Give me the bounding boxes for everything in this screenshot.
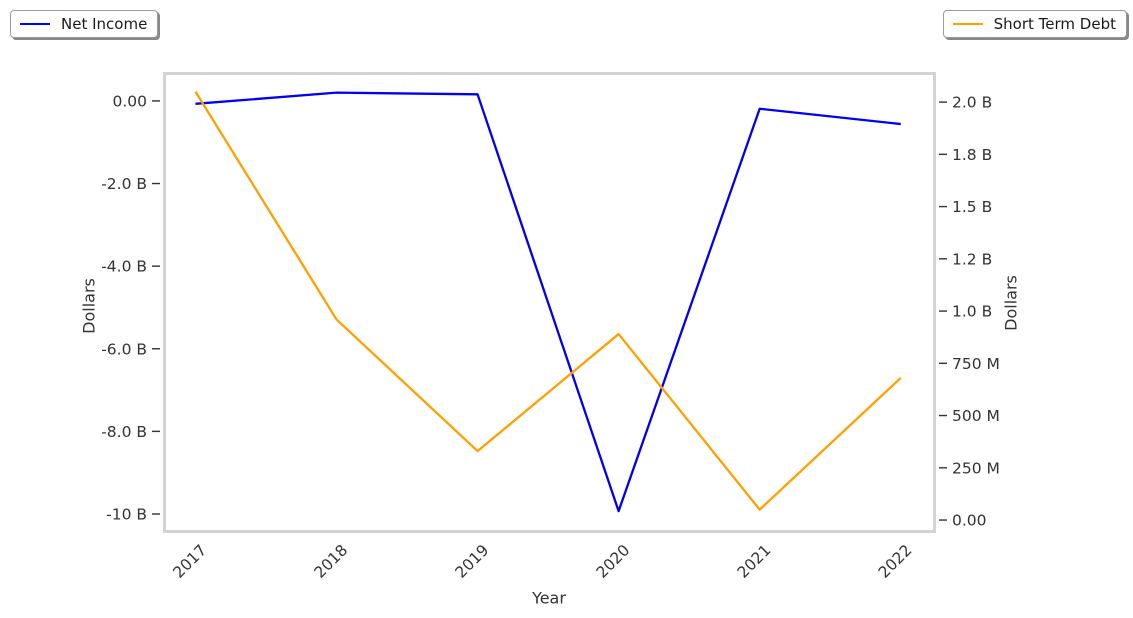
right-axis-tick-label: 1.8 B [952,146,992,164]
right-axis-tick-label: 250 M [952,459,1000,477]
left-axis-tick-label: -10 B [106,505,147,523]
right-y-axis-title: Dollars [1001,275,1021,331]
right-axis-tick-label: 500 M [952,407,1000,425]
short-term-debt-line-swatch [952,22,983,26]
legend-net-income: Net Income [10,10,159,38]
x-tick-label: 2022 [875,541,916,582]
right-axis-tick-label: 2.0 B [952,94,992,112]
x-tick-label: 2018 [311,541,352,582]
right-axis-tick-label: 750 M [952,355,1000,373]
left-axis-tick-label: -8.0 B [101,423,147,441]
left-axis-tick-label: -6.0 B [101,340,147,358]
left-axis-tick-label: -4.0 B [101,258,147,276]
left-y-axis-title: Dollars [79,278,99,334]
net-income-legend-label: Net Income [61,15,148,33]
right-axis-tick-label: 0.00 [952,512,987,530]
left-axis-tick-label: -2.0 B [101,175,147,193]
right-axis-tick-label: 1.0 B [952,303,992,321]
net-income-line-swatch [20,22,50,26]
x-tick-label: 2020 [593,541,634,582]
right-axis-tick-label: 1.5 B [952,198,992,216]
right-axis-tick-label: 1.2 B [952,250,992,268]
x-tick-label: 2019 [452,541,493,582]
x-axis-title: Year [532,588,566,608]
left-axis-tick-label: 0.00 [112,92,147,110]
short-term-debt-legend-label: Short Term Debt [993,15,1116,33]
net-income-line [195,91,901,513]
legend-short-term-debt: Short Term Debt [942,10,1127,38]
x-tick-label: 2017 [170,541,211,582]
x-tick-label: 2021 [734,541,775,582]
short-term-debt-line [194,91,902,511]
plot-border [163,72,936,533]
